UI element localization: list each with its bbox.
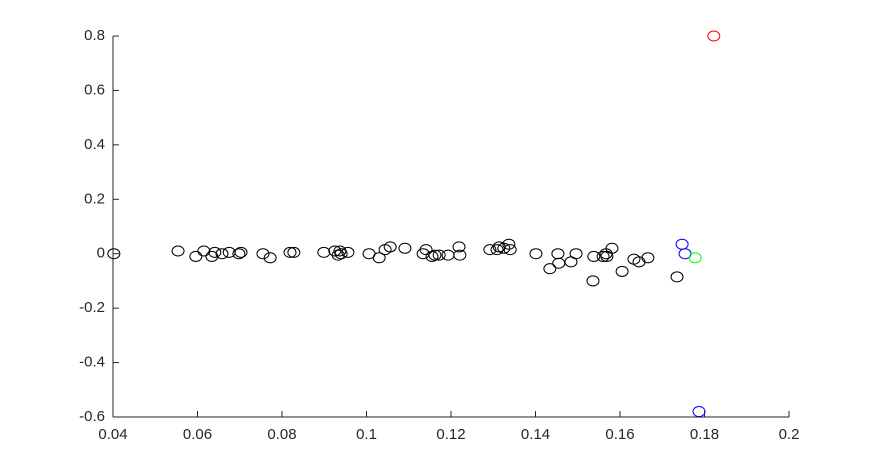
point (287, 246, 301, 258)
point (587, 250, 601, 262)
y-tick-label: -0.6 (79, 408, 105, 425)
point (641, 252, 655, 264)
point (341, 246, 355, 258)
y-tick-label: 0 (97, 245, 105, 262)
point (263, 252, 277, 264)
x-tick-label: 0.06 (183, 426, 212, 443)
point (596, 250, 610, 262)
x-tick-label: 0.14 (521, 426, 550, 443)
point (107, 248, 121, 260)
point (334, 248, 348, 260)
point (615, 265, 629, 277)
point (543, 263, 557, 275)
point (569, 248, 583, 260)
point (453, 249, 467, 261)
y-tick-label: 0.4 (84, 136, 105, 153)
x-tick-label: 0.16 (605, 426, 634, 443)
point (551, 248, 565, 260)
y-tick-label: -0.2 (79, 299, 105, 316)
point (372, 252, 386, 264)
point (490, 244, 504, 256)
point (688, 252, 702, 264)
point (670, 271, 684, 283)
point (586, 275, 600, 287)
point (503, 244, 517, 256)
point (707, 30, 721, 42)
point (432, 249, 446, 261)
point (605, 242, 619, 254)
point (283, 246, 297, 258)
point (208, 246, 222, 258)
x-tick-label: 0.18 (690, 426, 719, 443)
point (675, 238, 689, 250)
point (171, 245, 185, 257)
point (441, 249, 455, 261)
point (232, 248, 246, 260)
point (189, 250, 203, 262)
point (317, 246, 331, 258)
point (452, 241, 466, 253)
point (425, 250, 439, 262)
x-tick-label: 0.12 (436, 426, 465, 443)
point (234, 246, 248, 258)
point (428, 249, 442, 261)
point (483, 244, 497, 256)
point (497, 242, 511, 254)
x-tick-label: 0.2 (779, 426, 800, 443)
y-tick-label: 0.2 (84, 190, 105, 207)
point (215, 248, 229, 260)
point (256, 248, 270, 260)
point (398, 242, 412, 254)
point (529, 248, 543, 260)
x-tick-label: 0.08 (267, 426, 296, 443)
y-tick-label: 0.6 (84, 81, 105, 98)
point (692, 406, 706, 418)
x-tick-label: 0.04 (98, 426, 127, 443)
point (383, 241, 397, 253)
y-tick-label: -0.4 (79, 354, 105, 371)
point (197, 245, 211, 257)
point (502, 238, 516, 250)
x-tick-label: 0.1 (356, 426, 377, 443)
point (552, 257, 566, 269)
y-tick-label: 0.8 (84, 27, 105, 44)
